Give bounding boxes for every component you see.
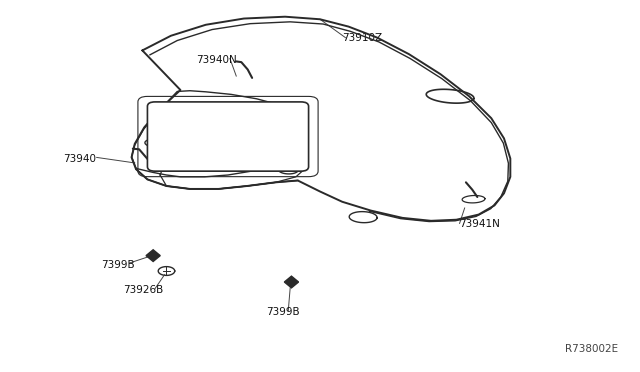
Polygon shape xyxy=(284,276,298,288)
Text: 73940N: 73940N xyxy=(196,55,237,65)
Text: 73926B: 73926B xyxy=(124,285,164,295)
FancyBboxPatch shape xyxy=(147,102,308,171)
Text: 7399B: 7399B xyxy=(101,260,135,270)
Polygon shape xyxy=(146,250,160,262)
Text: R738002E: R738002E xyxy=(565,344,618,354)
Text: 73940: 73940 xyxy=(63,154,96,164)
Text: 7399B: 7399B xyxy=(266,307,300,317)
Text: 73941N: 73941N xyxy=(460,219,500,230)
Text: 73910Z: 73910Z xyxy=(342,33,382,42)
